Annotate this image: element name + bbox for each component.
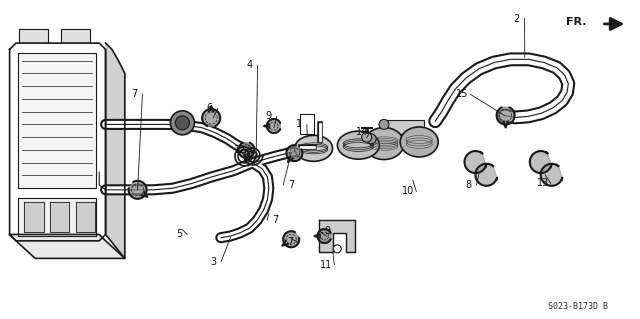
Text: 7: 7 <box>272 215 278 225</box>
Polygon shape <box>50 202 69 232</box>
Text: 1: 1 <box>296 119 302 130</box>
Ellipse shape <box>294 135 333 161</box>
Text: 9: 9 <box>266 111 272 122</box>
Ellipse shape <box>364 128 404 160</box>
Polygon shape <box>10 43 106 241</box>
Polygon shape <box>317 229 331 243</box>
Circle shape <box>175 116 189 130</box>
Polygon shape <box>267 119 280 133</box>
Text: S023-B173D B: S023-B173D B <box>548 302 608 311</box>
Text: 6: 6 <box>207 103 213 114</box>
Polygon shape <box>541 164 562 186</box>
Text: 8: 8 <box>465 180 472 190</box>
Text: 7: 7 <box>287 237 293 248</box>
Polygon shape <box>18 198 96 236</box>
Polygon shape <box>497 108 515 124</box>
Text: 7: 7 <box>288 180 294 190</box>
Polygon shape <box>10 234 125 258</box>
Circle shape <box>170 111 195 135</box>
Polygon shape <box>319 220 355 252</box>
Polygon shape <box>465 151 486 173</box>
Polygon shape <box>61 29 90 43</box>
Polygon shape <box>76 202 95 232</box>
Text: 3: 3 <box>210 256 216 267</box>
Text: 9: 9 <box>324 226 331 236</box>
Text: 10: 10 <box>402 186 415 197</box>
Ellipse shape <box>400 127 438 157</box>
Text: FR.: FR. <box>566 17 587 27</box>
Text: 14: 14 <box>355 127 368 137</box>
Polygon shape <box>18 53 96 188</box>
Ellipse shape <box>337 131 380 159</box>
Polygon shape <box>530 151 551 173</box>
Polygon shape <box>476 164 497 186</box>
Text: 2: 2 <box>513 13 520 24</box>
Circle shape <box>362 132 372 142</box>
Polygon shape <box>202 109 220 126</box>
FancyBboxPatch shape <box>300 114 314 134</box>
Polygon shape <box>239 143 254 158</box>
Circle shape <box>366 134 376 144</box>
Text: 4: 4 <box>246 60 253 70</box>
Polygon shape <box>106 43 125 258</box>
Text: 13: 13 <box>536 178 549 189</box>
Polygon shape <box>129 181 147 199</box>
Circle shape <box>379 119 389 130</box>
Circle shape <box>333 245 341 253</box>
Text: 7: 7 <box>131 89 138 99</box>
Text: 15: 15 <box>456 89 468 99</box>
Polygon shape <box>287 145 302 161</box>
Text: 12: 12 <box>234 145 246 155</box>
Polygon shape <box>24 202 44 232</box>
Text: 5: 5 <box>176 229 182 240</box>
Polygon shape <box>19 29 48 43</box>
FancyBboxPatch shape <box>380 120 424 134</box>
Polygon shape <box>284 231 299 247</box>
Text: 11: 11 <box>320 260 333 270</box>
